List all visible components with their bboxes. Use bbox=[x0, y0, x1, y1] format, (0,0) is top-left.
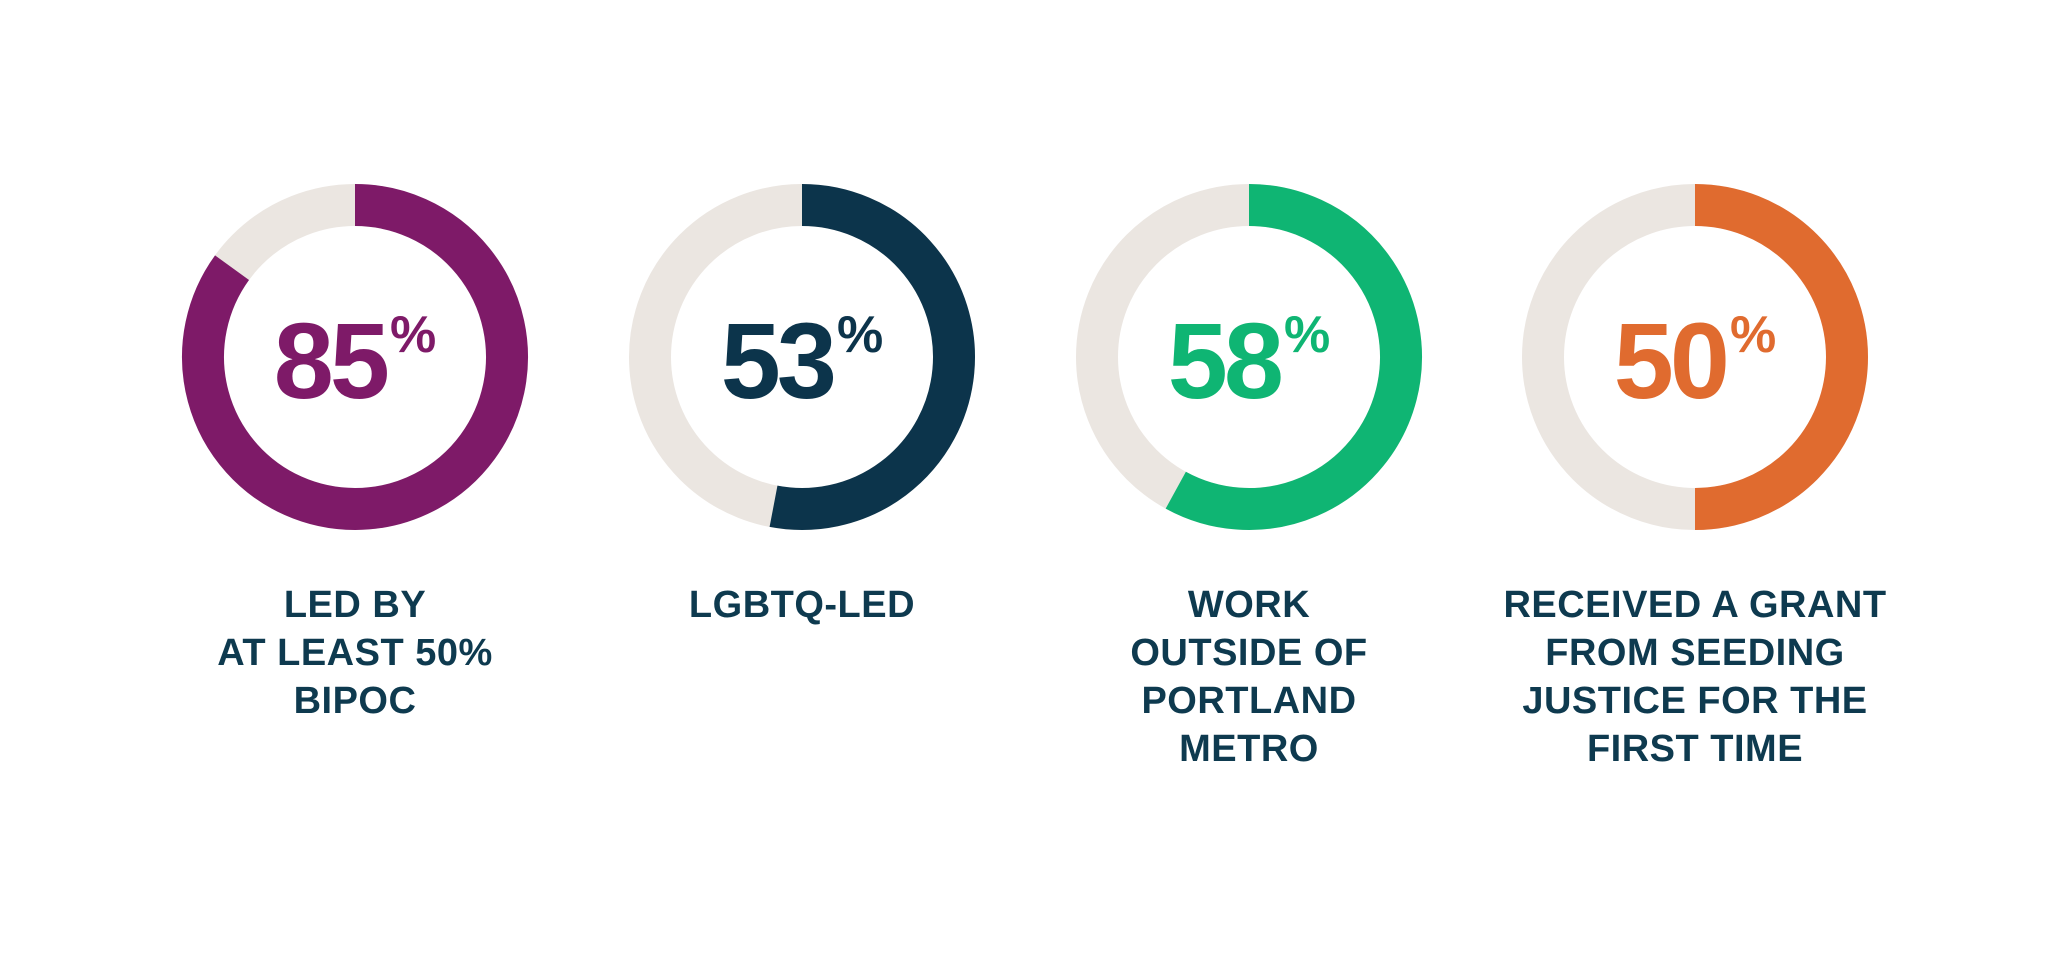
donut-chart-outside-portland: 58% bbox=[1076, 184, 1422, 530]
stat-label: RECEIVED A GRANT FROM SEEDING JUSTICE FO… bbox=[1503, 584, 1887, 770]
stat-card-lgbtq-led: 53% LGBTQ-LED bbox=[572, 184, 1032, 804]
stat-label: LED BY AT LEAST 50% BIPOC bbox=[217, 584, 493, 722]
value-percent-sign: % bbox=[1730, 306, 1776, 364]
donut-arc-value bbox=[1694, 184, 1868, 530]
donut-value-text: 50% bbox=[1614, 300, 1776, 421]
value-number: 50 bbox=[1614, 300, 1726, 421]
value-percent-sign: % bbox=[837, 306, 883, 364]
donut-arc-value bbox=[1165, 184, 1422, 530]
donut-value-text: 58% bbox=[1168, 300, 1330, 421]
stat-card-first-time-grant: 50% RECEIVED A GRANT FROM SEEDING JUSTIC… bbox=[1465, 184, 1925, 804]
donut-arc-value bbox=[769, 184, 975, 530]
donut-value-text: 85% bbox=[274, 300, 436, 421]
value-percent-sign: % bbox=[390, 306, 436, 364]
donut-chart-lgbtq-led: 53% bbox=[629, 184, 975, 530]
donut-chart-first-time-grant: 50% bbox=[1522, 184, 1868, 530]
donut-arc-value bbox=[182, 184, 528, 530]
donut-chart-bipoc-led: 85% bbox=[182, 184, 528, 530]
stat-label: WORK OUTSIDE OF PORTLAND METRO bbox=[1130, 584, 1368, 770]
value-number: 85 bbox=[274, 300, 388, 421]
stat-label: LGBTQ-LED bbox=[688, 584, 916, 626]
donut-value-text: 53% bbox=[721, 300, 883, 421]
stat-card-bipoc-led: 85% LED BY AT LEAST 50% BIPOC bbox=[125, 184, 585, 804]
value-number: 58 bbox=[1168, 300, 1281, 421]
stat-card-outside-portland: 58% WORK OUTSIDE OF PORTLAND METRO bbox=[1019, 184, 1479, 804]
value-number: 53 bbox=[721, 300, 834, 421]
value-percent-sign: % bbox=[1284, 306, 1330, 364]
